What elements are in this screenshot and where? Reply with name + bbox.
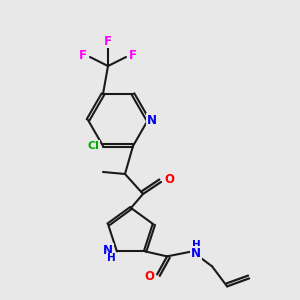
Text: F: F: [79, 49, 87, 62]
Text: Cl: Cl: [87, 141, 99, 151]
Text: O: O: [144, 270, 154, 283]
Text: N: N: [103, 244, 113, 257]
Text: F: F: [104, 34, 112, 47]
Text: H: H: [106, 254, 115, 263]
Text: F: F: [129, 49, 137, 62]
Text: N: N: [191, 247, 201, 260]
Text: H: H: [192, 240, 200, 250]
Text: N: N: [147, 113, 157, 127]
Text: O: O: [164, 173, 174, 187]
